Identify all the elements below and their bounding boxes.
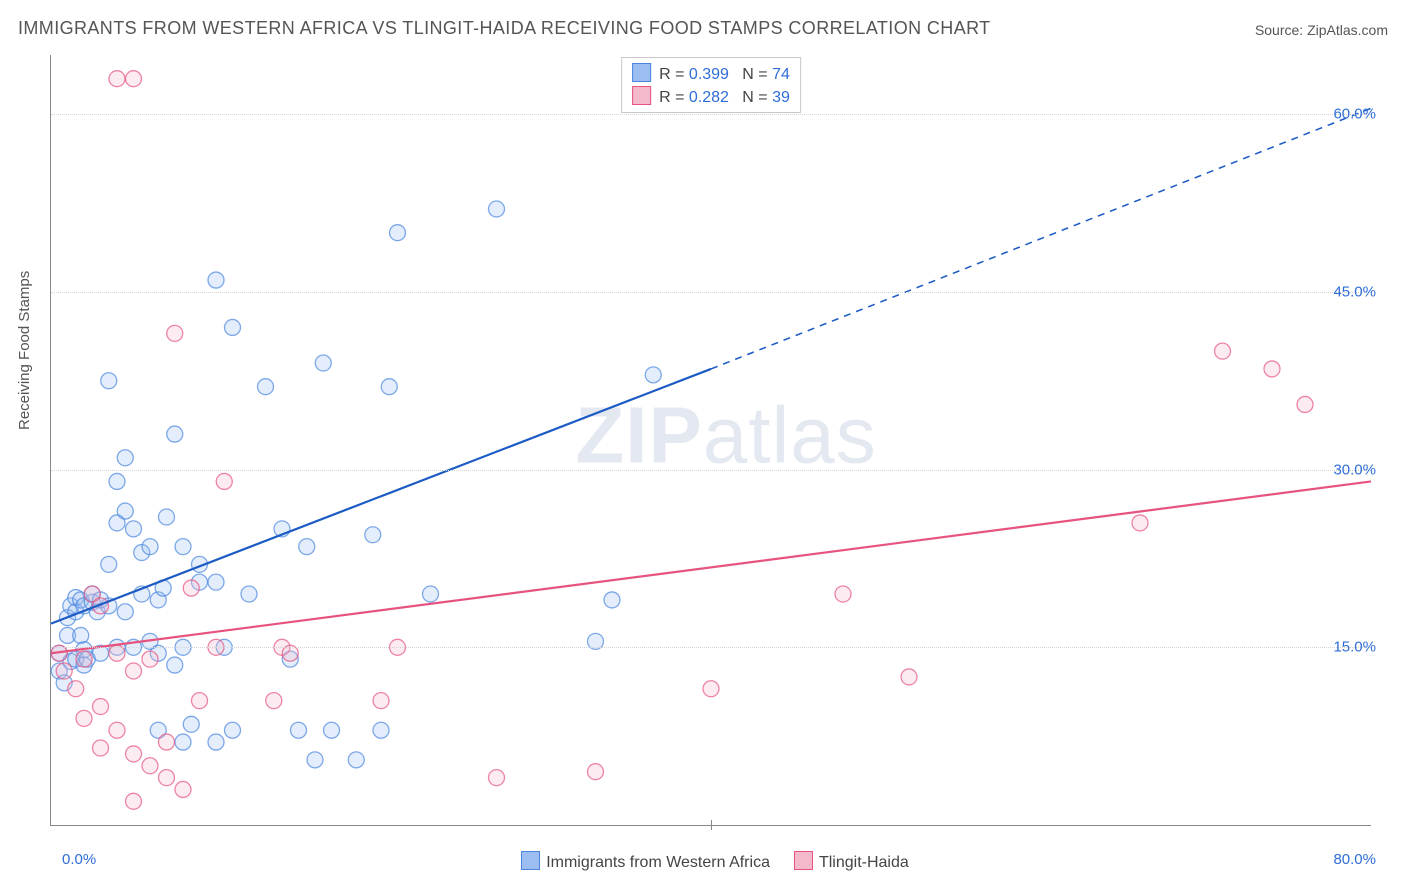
- n-value: 74: [772, 66, 790, 83]
- data-point: [109, 722, 125, 738]
- data-point: [324, 722, 340, 738]
- data-point: [101, 373, 117, 389]
- data-point: [183, 580, 199, 596]
- data-point: [365, 527, 381, 543]
- legend-swatch: [794, 851, 813, 870]
- data-point: [142, 539, 158, 555]
- gridline: [51, 114, 1371, 115]
- data-point: [489, 770, 505, 786]
- data-point: [208, 574, 224, 590]
- data-point: [192, 693, 208, 709]
- legend-label: Tlingit-Haida: [819, 854, 909, 871]
- data-point: [835, 586, 851, 602]
- data-point: [76, 651, 92, 667]
- data-point: [159, 734, 175, 750]
- legend-label: Immigrants from Western Africa: [546, 854, 770, 871]
- data-point: [167, 325, 183, 341]
- data-point: [175, 539, 191, 555]
- data-point: [183, 716, 199, 732]
- y-axis-label: Receiving Food Stamps: [16, 271, 33, 430]
- legend-swatch: [632, 63, 651, 82]
- data-point: [159, 770, 175, 786]
- data-point: [901, 669, 917, 685]
- data-point: [1297, 396, 1313, 412]
- data-point: [423, 586, 439, 602]
- data-point: [373, 693, 389, 709]
- correlation-legend: R = 0.399 N = 74R = 0.282 N = 39: [621, 57, 801, 113]
- data-point: [117, 503, 133, 519]
- data-point: [216, 473, 232, 489]
- data-point: [117, 450, 133, 466]
- data-point: [299, 539, 315, 555]
- y-tick-label: 45.0%: [1333, 283, 1376, 300]
- chart-plot-area: R = 0.399 N = 74R = 0.282 N = 39 ZIPatla…: [50, 55, 1371, 826]
- data-point: [56, 663, 72, 679]
- data-point: [126, 663, 142, 679]
- gridline: [51, 647, 1371, 648]
- data-point: [373, 722, 389, 738]
- chart-title: IMMIGRANTS FROM WESTERN AFRICA VS TLINGI…: [18, 18, 991, 39]
- data-point: [126, 793, 142, 809]
- data-point: [348, 752, 364, 768]
- data-point: [703, 681, 719, 697]
- data-point: [1215, 343, 1231, 359]
- data-point: [126, 746, 142, 762]
- data-point: [489, 201, 505, 217]
- data-point: [258, 379, 274, 395]
- data-point: [208, 272, 224, 288]
- data-point: [126, 71, 142, 87]
- source-credit: Source: ZipAtlas.com: [1255, 22, 1388, 38]
- data-point: [604, 592, 620, 608]
- data-point: [307, 752, 323, 768]
- source-label: Source:: [1255, 22, 1307, 38]
- data-point: [142, 651, 158, 667]
- data-point: [73, 627, 89, 643]
- data-point: [645, 367, 661, 383]
- series-legend: Immigrants from Western Africa Tlingit-Ha…: [0, 851, 1406, 872]
- data-point: [1132, 515, 1148, 531]
- data-point: [1264, 361, 1280, 377]
- legend-swatch: [521, 851, 540, 870]
- data-point: [101, 556, 117, 572]
- data-point: [159, 509, 175, 525]
- data-point: [241, 586, 257, 602]
- data-point: [208, 734, 224, 750]
- legend-swatch: [632, 86, 651, 105]
- source-link[interactable]: ZipAtlas.com: [1307, 22, 1388, 38]
- data-point: [225, 319, 241, 335]
- data-point: [117, 604, 133, 620]
- data-point: [291, 722, 307, 738]
- data-point: [175, 781, 191, 797]
- y-tick-label: 15.0%: [1333, 639, 1376, 656]
- r-value: 0.282: [689, 89, 729, 106]
- r-value: 0.399: [689, 66, 729, 83]
- data-point: [390, 225, 406, 241]
- gridline: [51, 292, 1371, 293]
- x-tick: [711, 820, 712, 830]
- data-point: [315, 355, 331, 371]
- data-point: [93, 699, 109, 715]
- data-point: [588, 764, 604, 780]
- data-point: [167, 657, 183, 673]
- data-point: [381, 379, 397, 395]
- data-point: [68, 681, 84, 697]
- y-tick-label: 30.0%: [1333, 461, 1376, 478]
- gridline: [51, 470, 1371, 471]
- data-point: [167, 426, 183, 442]
- data-point: [76, 710, 92, 726]
- data-point: [225, 722, 241, 738]
- data-point: [142, 758, 158, 774]
- data-point: [93, 740, 109, 756]
- data-point: [109, 473, 125, 489]
- data-point: [126, 521, 142, 537]
- data-point: [266, 693, 282, 709]
- y-tick-label: 60.0%: [1333, 106, 1376, 123]
- data-point: [175, 734, 191, 750]
- data-point: [109, 71, 125, 87]
- chart-svg: [51, 55, 1371, 825]
- n-value: 39: [772, 89, 790, 106]
